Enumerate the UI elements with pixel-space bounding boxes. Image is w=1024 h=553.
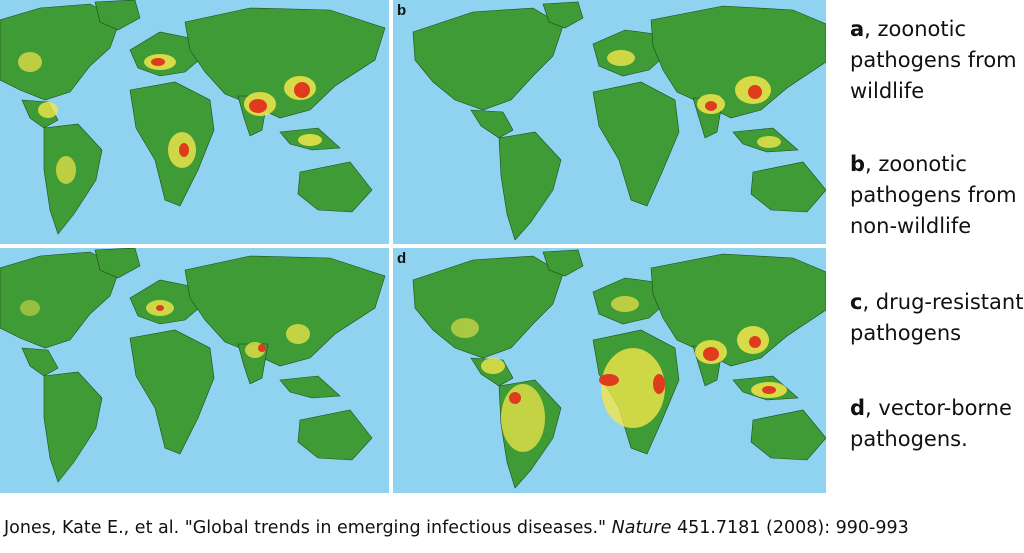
legend-item-a: a, zoonotic pathogens from wildlife [850, 14, 1024, 107]
legend-line3-a: wildlife [850, 79, 925, 103]
risk-hotspots-d [451, 296, 787, 452]
world-map-c [0, 248, 386, 483]
legend-letter-b: b [850, 152, 866, 176]
legend-line1-b: , zoonotic [865, 152, 967, 176]
map-panel-d: d [393, 248, 826, 493]
legend-line1-d: , vector-borne [865, 396, 1012, 420]
risk-hotspots-b [607, 50, 781, 148]
legend-line2-a: pathogens from [850, 48, 1017, 72]
legend-line1-c: , drug-resistant [862, 290, 1024, 314]
legend-item-d: d, vector-borne pathogens. [850, 393, 1024, 455]
panel-label-b: b [397, 2, 407, 19]
legend-item-b: b, zoonotic pathogens from non-wildlife [850, 149, 1024, 242]
risk-hotspots-a [18, 52, 322, 184]
legend-line2-d: pathogens. [850, 427, 968, 451]
citation-text: Jones, Kate E., et al. "Global trends in… [4, 518, 612, 538]
risk-hotspots-c [20, 300, 310, 358]
world-map-d [412, 249, 826, 489]
legend-item-c: c, drug-resistant pathogens [850, 287, 1024, 349]
citation-journal: Nature [611, 518, 672, 538]
panel-label-d: d [397, 250, 407, 267]
map-panel-a [0, 0, 389, 244]
map-panel-b: b [393, 0, 826, 244]
citation-volume-pages: 451.7181 (2008): 990-993 [671, 518, 909, 538]
legend-letter-c: c [850, 290, 863, 314]
legend-line1-a: , zoonotic [864, 17, 967, 41]
world-map-a [0, 0, 386, 235]
map-panel-c [0, 248, 389, 493]
legend-line2-b: pathogens from [850, 183, 1017, 207]
legend-letter-a: a [850, 17, 865, 41]
legend-line2-c: pathogens [850, 321, 962, 345]
citation: Jones, Kate E., et al. "Global trends in… [4, 518, 909, 538]
world-map-b [412, 1, 826, 241]
figure-map-grid: b [0, 0, 826, 493]
legend-letter-d: d [850, 396, 866, 420]
legend-line3-b: non-wildlife [850, 214, 972, 238]
